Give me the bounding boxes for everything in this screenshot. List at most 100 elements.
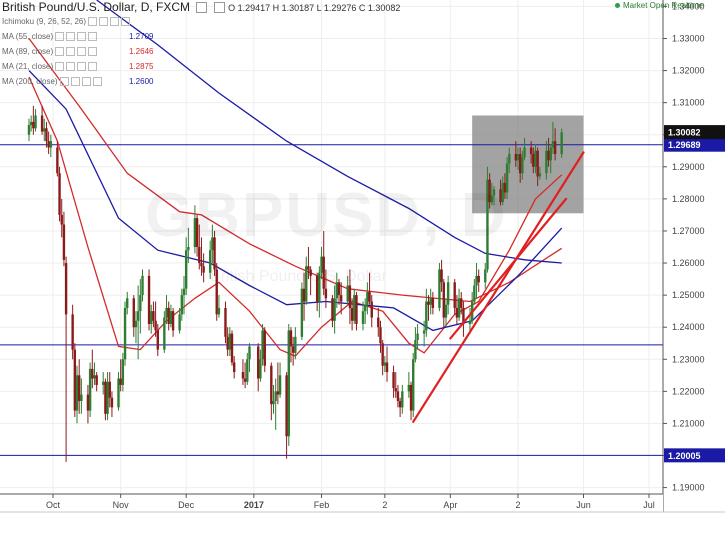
study-visibility-icon[interactable] — [88, 17, 98, 27]
candle — [363, 298, 367, 324]
candle-body — [215, 269, 218, 315]
candle — [106, 372, 109, 421]
candle-body — [108, 381, 111, 398]
candle — [291, 336, 295, 366]
study-more-icon[interactable] — [121, 17, 131, 27]
study-settings-icon[interactable] — [99, 17, 109, 27]
study-settings-icon[interactable] — [66, 62, 76, 72]
study-more-icon[interactable] — [88, 47, 98, 57]
candle — [331, 295, 334, 328]
candle — [521, 150, 524, 180]
price-label-1: 1.30082 — [664, 125, 725, 140]
candle-body — [154, 320, 157, 331]
candle-body — [75, 375, 79, 411]
candle-body — [45, 128, 48, 142]
candle — [514, 141, 518, 167]
candle-body — [27, 125, 31, 135]
time-axis[interactable]: Oct Nov Dec 2017 Feb 2 Apr 2 Jun Jul — [0, 493, 725, 513]
symbol-settings-icon[interactable] — [196, 2, 208, 14]
candle-body — [134, 320, 138, 328]
study-close-icon[interactable] — [77, 47, 87, 57]
candle — [407, 372, 411, 398]
study-close-icon[interactable] — [110, 17, 120, 27]
study-close-icon[interactable] — [77, 62, 87, 72]
price-axis[interactable]: 1.340001.330001.320001.310001.300001.290… — [662, 0, 725, 512]
study-row[interactable]: Ichimoku (9, 26, 52, 26) — [2, 14, 142, 29]
candle-body — [422, 330, 426, 334]
price-label-text: 1.30082 — [668, 128, 701, 138]
candle-body — [200, 263, 203, 267]
study-close-icon[interactable] — [77, 32, 87, 42]
study-visibility-icon[interactable] — [55, 32, 65, 42]
candle-body — [193, 218, 197, 247]
candle — [309, 266, 312, 296]
candle-body — [427, 301, 430, 305]
study-row[interactable]: MA (89, close) 1.2646 — [2, 44, 153, 59]
candle — [289, 327, 293, 363]
price-label-text: 1.29689 — [668, 140, 701, 150]
study-row[interactable]: MA (55, close) 1.2709 — [2, 29, 153, 44]
study-visibility-icon[interactable] — [59, 77, 69, 87]
candle-body — [361, 311, 365, 324]
candle — [551, 121, 555, 154]
study-row[interactable]: MA (200, close) 1.2600 — [2, 74, 153, 89]
study-visibility-icon[interactable] — [55, 47, 65, 57]
study-more-icon[interactable] — [88, 62, 98, 72]
candle-body — [523, 147, 526, 158]
candle — [318, 266, 321, 318]
candle-body — [182, 288, 186, 296]
candle — [355, 291, 358, 331]
candle — [368, 272, 371, 305]
study-settings-icon[interactable] — [70, 77, 80, 87]
candle — [56, 141, 59, 177]
candle — [499, 179, 502, 206]
candle — [545, 141, 548, 180]
candle — [108, 372, 111, 408]
study-more-icon[interactable] — [88, 32, 98, 42]
candle — [152, 301, 155, 328]
candle-body — [346, 285, 349, 302]
candle-body — [91, 368, 94, 379]
study-close-icon[interactable] — [81, 77, 91, 87]
candle — [64, 256, 68, 462]
study-name: MA (21, close) — [2, 62, 54, 71]
study-settings-icon[interactable] — [66, 47, 76, 57]
candle-body — [291, 346, 295, 353]
candle-body — [136, 311, 140, 321]
candle-body — [396, 391, 400, 401]
candle — [337, 279, 341, 305]
study-visibility-icon[interactable] — [55, 62, 65, 72]
candle — [202, 253, 205, 283]
candle-body — [147, 275, 151, 324]
study-more-icon[interactable] — [92, 77, 102, 87]
candle-body — [350, 307, 354, 321]
candle-body — [241, 372, 245, 379]
study-row[interactable]: MA (21, close) 1.2875 — [2, 59, 153, 74]
candle-body — [156, 330, 159, 350]
candle — [40, 105, 44, 135]
candle — [538, 166, 542, 180]
candle-body — [276, 391, 280, 395]
candle-body — [34, 115, 37, 129]
candle-body — [86, 394, 90, 411]
time-axis-bg — [0, 494, 663, 512]
candle-body — [503, 182, 507, 193]
symbol-close-icon[interactable] — [213, 2, 225, 14]
candle-body — [438, 269, 441, 308]
study-name: MA (89, close) — [2, 47, 54, 56]
candle-body — [208, 250, 212, 273]
study-settings-icon[interactable] — [66, 32, 76, 42]
price-tick-label: 1.24000 — [672, 322, 705, 332]
candle-body — [165, 307, 168, 318]
candle — [324, 269, 328, 308]
candle — [320, 247, 323, 280]
candle-body — [560, 132, 563, 154]
candle-body — [453, 282, 456, 308]
candle-body — [398, 400, 402, 408]
candle — [529, 141, 533, 164]
candle — [346, 275, 349, 305]
price-axis-bg — [663, 0, 725, 512]
candle-body — [363, 304, 367, 312]
candle — [490, 182, 494, 206]
